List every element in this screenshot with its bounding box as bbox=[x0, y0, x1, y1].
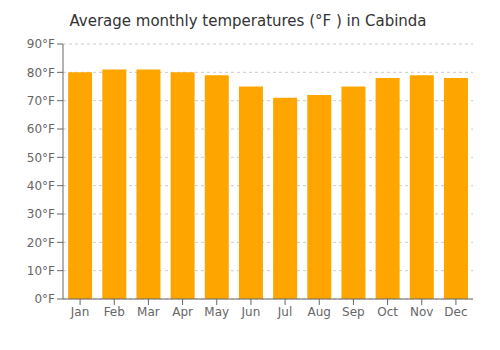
svg-text:Aug: Aug bbox=[308, 305, 331, 319]
svg-text:Mar: Mar bbox=[137, 305, 160, 319]
svg-text:0°F: 0°F bbox=[34, 292, 55, 306]
svg-text:10°F: 10°F bbox=[27, 264, 55, 278]
html-text:Average monthly temperatures (: Average monthly temperatures (°F ) in Ca… bbox=[69, 12, 427, 30]
svg-text:Jun: Jun bbox=[241, 305, 261, 319]
svg-text:30°F: 30°F bbox=[27, 207, 55, 221]
svg-text:Jul: Jul bbox=[277, 305, 292, 319]
svg-text:Nov: Nov bbox=[410, 305, 433, 319]
svg-text:Feb: Feb bbox=[104, 305, 125, 319]
svg-text:70°F: 70°F bbox=[27, 94, 55, 108]
svg-text:Dec: Dec bbox=[444, 305, 467, 319]
svg-text:Oct: Oct bbox=[377, 305, 398, 319]
svg-text:Sep: Sep bbox=[342, 305, 365, 319]
svg-text:Apr: Apr bbox=[172, 305, 193, 319]
svg-text:May: May bbox=[204, 305, 229, 319]
svg-text:40°F: 40°F bbox=[27, 179, 55, 193]
svg-text:80°F: 80°F bbox=[27, 66, 55, 80]
svg-text:50°F: 50°F bbox=[27, 151, 55, 165]
svg-text:60°F: 60°F bbox=[27, 122, 55, 136]
svg-text:20°F: 20°F bbox=[27, 236, 55, 250]
svg-text:90°F: 90°F bbox=[27, 37, 55, 51]
svg-text:Jan: Jan bbox=[70, 305, 90, 319]
